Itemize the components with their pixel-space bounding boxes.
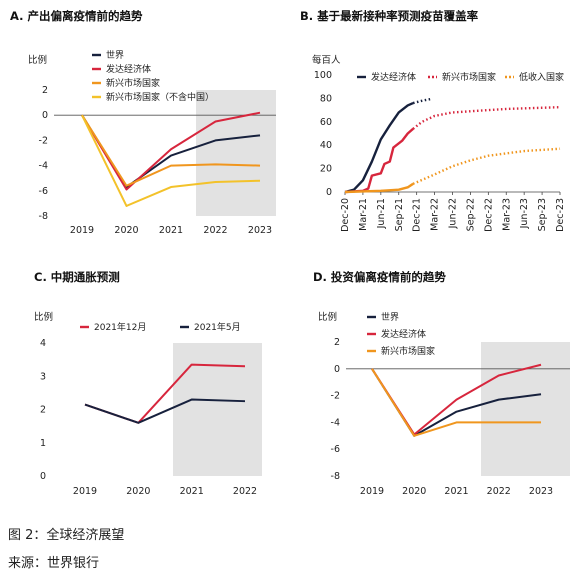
y-axis-label: 比例 <box>34 311 53 323</box>
series-line-actual <box>344 182 414 194</box>
y-tick-label: -4 <box>39 161 48 172</box>
series-line <box>84 398 246 424</box>
x-tick-label: 2022 <box>487 486 511 497</box>
figure-caption: 图 2：全球经济展望 <box>8 528 125 543</box>
series-line-projected <box>412 105 561 130</box>
series-line <box>81 114 261 187</box>
x-tick-label: 2021 <box>444 486 468 497</box>
y-tick-label: 4 <box>40 338 46 349</box>
series-line-actual <box>344 101 414 194</box>
legend-label: 发达经济体 <box>106 63 151 75</box>
chart-title: A. 产出偏离疫情前的趋势 <box>10 9 143 23</box>
legend-label: 新兴市场国家 <box>106 77 160 89</box>
x-tick-label: 2019 <box>70 225 94 236</box>
y-tick-label: 0 <box>326 187 332 198</box>
source-caption: 来源：世界银行 <box>8 556 100 571</box>
y-axis-label: 每百人 <box>312 54 341 66</box>
x-tick-label: Sep-21 <box>394 198 405 231</box>
legend-label: 新兴市场国家 <box>381 345 435 357</box>
legend-label: 世界 <box>381 311 399 323</box>
y-tick-label: 2 <box>42 85 48 96</box>
y-tick-label: -6 <box>331 444 340 455</box>
shaded-forecast-region <box>196 90 276 216</box>
series-line-projected <box>412 97 432 105</box>
legend-label: 低收入国家 <box>519 71 564 83</box>
x-tick-label: 2023 <box>529 486 553 497</box>
x-tick-label: Jun-23 <box>519 198 530 229</box>
legend-label: 发达经济体 <box>381 328 426 340</box>
x-tick-label: 2019 <box>73 486 97 497</box>
x-tick-label: 2022 <box>233 486 257 497</box>
y-tick-label: -2 <box>331 391 340 402</box>
y-tick-label: -4 <box>331 417 340 428</box>
y-tick-label: 0 <box>40 471 46 482</box>
chart-title: B. 基于最新接种率预测疫苗覆盖率 <box>300 9 479 23</box>
x-tick-label: 2019 <box>360 486 384 497</box>
y-tick-label: -2 <box>39 135 48 146</box>
y-tick-label: 0 <box>334 364 340 375</box>
shaded-forecast-region <box>173 343 262 476</box>
y-axis-label: 比例 <box>28 54 47 66</box>
chart-title: C. 中期通胀预测 <box>34 270 120 284</box>
x-tick-label: 2020 <box>402 486 426 497</box>
x-tick-label: Jun-21 <box>376 198 387 229</box>
y-tick-label: -8 <box>331 471 340 482</box>
x-tick-label: Jun-22 <box>448 198 459 229</box>
x-tick-label: 2023 <box>248 225 272 236</box>
y-tick-label: 20 <box>320 164 332 175</box>
legend-label: 2021年5月 <box>194 321 241 333</box>
shaded-forecast-region <box>481 342 570 476</box>
y-tick-label: 1 <box>40 438 46 449</box>
x-tick-label: Sep-23 <box>537 198 548 231</box>
series-line <box>371 368 541 437</box>
x-tick-label: Dec-20 <box>340 198 351 232</box>
x-tick-label: Sep-22 <box>465 198 476 231</box>
y-tick-label: 80 <box>320 93 332 104</box>
x-tick-label: Mar-22 <box>430 198 441 231</box>
series-line <box>81 111 261 191</box>
legend-label: 世界 <box>106 49 124 61</box>
series-line-projected <box>412 147 561 185</box>
y-tick-label: 3 <box>40 371 46 382</box>
x-tick-label: Dec-21 <box>412 198 423 232</box>
legend-label: 新兴市场国家（不含中国） <box>106 91 214 103</box>
legend-label: 新兴市场国家 <box>442 71 496 83</box>
x-tick-label: 2021 <box>159 225 183 236</box>
y-tick-label: 60 <box>320 117 332 128</box>
x-tick-label: Mar-21 <box>358 198 369 231</box>
y-tick-label: 2 <box>334 337 340 348</box>
chart-title: D. 投资偏离疫情前的趋势 <box>313 270 446 284</box>
x-tick-label: 2020 <box>114 225 138 236</box>
legend-label: 发达经济体 <box>371 71 416 83</box>
x-tick-label: Mar-23 <box>501 198 512 231</box>
x-tick-label: Dec-23 <box>555 198 566 232</box>
y-tick-label: 40 <box>320 140 332 151</box>
series-line-actual <box>344 127 414 194</box>
x-tick-label: Dec-22 <box>483 198 494 232</box>
y-tick-label: -8 <box>39 211 48 222</box>
y-tick-label: 2 <box>40 405 46 416</box>
y-axis-label: 比例 <box>318 311 337 323</box>
y-tick-label: 100 <box>314 70 332 81</box>
y-tick-label: 0 <box>42 110 48 121</box>
legend-label: 2021年12月 <box>94 321 146 333</box>
x-tick-label: 2020 <box>126 486 150 497</box>
x-tick-label: 2021 <box>180 486 204 497</box>
x-tick-label: 2022 <box>203 225 227 236</box>
y-tick-label: -6 <box>39 186 48 197</box>
series-line <box>81 114 261 207</box>
